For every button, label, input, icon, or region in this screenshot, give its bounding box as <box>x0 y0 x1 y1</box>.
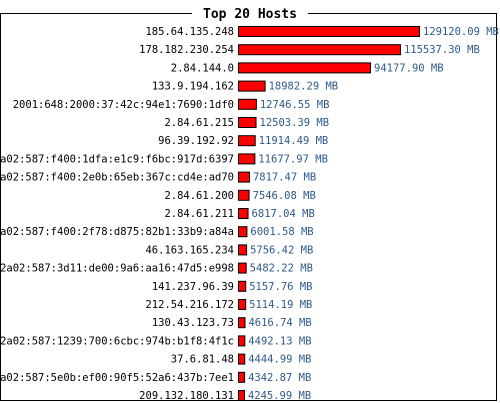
value-label: 4492.13 MB <box>248 335 311 347</box>
traffic-bar <box>238 135 256 147</box>
value-label: 94177.90 MB <box>374 62 444 74</box>
value-label: 12503.39 MB <box>260 117 330 129</box>
value-label: 7546.08 MB <box>253 190 316 202</box>
value-label: 115537.30 MB <box>404 44 480 56</box>
host-label: 2.84.144.0 <box>171 62 234 74</box>
host-label: 2.84.61.215 <box>164 117 234 129</box>
traffic-bar <box>238 390 245 401</box>
traffic-bar <box>238 371 246 383</box>
traffic-bar <box>238 26 420 37</box>
host-label: 2.84.61.200 <box>164 190 234 202</box>
host-label: 209.132.180.131 <box>139 390 234 402</box>
chart-title: Top 20 Hosts <box>203 7 297 22</box>
title-background <box>192 5 308 23</box>
host-label: 2a02:587:3d11:de00:9a6:aa16:47d5:e998 <box>0 263 234 275</box>
traffic-bar <box>238 353 246 365</box>
traffic-bar <box>238 189 250 201</box>
value-label: 11914.49 MB <box>259 135 329 147</box>
host-label: 133.9.194.162 <box>152 81 234 93</box>
value-label: 4444.99 MB <box>248 354 311 366</box>
value-label: 11677.97 MB <box>258 153 328 165</box>
host-label: 130.43.123.73 <box>152 317 234 329</box>
traffic-bar <box>238 98 257 110</box>
host-label: 178.182.230.254 <box>139 44 234 56</box>
value-label: 5114.19 MB <box>249 299 312 311</box>
host-label: 46.163.165.234 <box>145 244 234 256</box>
traffic-bar <box>238 317 246 329</box>
host-label: 212.54.216.172 <box>145 299 234 311</box>
value-label: 6001.58 MB <box>250 226 313 238</box>
traffic-bar <box>238 280 247 292</box>
host-label: 2.84.61.211 <box>164 208 234 220</box>
value-label: 4616.74 MB <box>248 317 311 329</box>
value-label: 6817.04 MB <box>252 208 315 220</box>
host-label: 96.39.192.92 <box>158 135 234 147</box>
traffic-bar <box>238 117 257 128</box>
value-label: 5482.22 MB <box>250 263 313 275</box>
traffic-bar <box>238 299 247 310</box>
traffic-bar <box>238 153 256 165</box>
value-label: 5756.42 MB <box>250 244 313 256</box>
traffic-bar <box>238 244 248 256</box>
traffic-bar <box>238 44 401 56</box>
host-label: 2a02:587:f400:2f78:d875:82b1:33b9:a84a <box>0 226 234 238</box>
host-label: 2a02:587:5e0b:ef00:90f5:52a6:437b:7ee1 <box>0 372 234 384</box>
traffic-bar <box>238 208 249 219</box>
value-label: 4245.99 MB <box>248 390 311 402</box>
traffic-bar <box>238 226 248 238</box>
value-label: 5157.76 MB <box>249 281 312 293</box>
traffic-bar <box>238 62 372 74</box>
traffic-bar <box>238 262 247 274</box>
value-label: 18982.29 MB <box>269 81 339 93</box>
traffic-bar <box>238 80 266 92</box>
traffic-bar <box>238 335 246 347</box>
host-label: 2a02:587:1239:700:6cbc:974b:b1f8:4f1c <box>0 335 234 347</box>
value-label: 4342.87 MB <box>248 372 311 384</box>
host-label: 2001:648:2000:37:42c:94e1:7690:1df0 <box>13 99 234 111</box>
value-label: 7817.47 MB <box>253 172 316 184</box>
traffic-bar <box>238 171 250 183</box>
value-label: 129120.09 MB <box>423 26 499 38</box>
host-label: 2a02:587:f400:2e0b:65eb:367c:cd4e:ad70 <box>0 172 234 184</box>
value-label: 12746.55 MB <box>260 99 330 111</box>
host-label: 37.6.81.48 <box>171 354 234 366</box>
host-label: 185.64.135.248 <box>145 26 234 38</box>
host-label: 141.237.96.39 <box>152 281 234 293</box>
host-label: 2a02:587:f400:1dfa:e1c9:f6bc:917d:6397 <box>0 153 234 165</box>
bar-rows: 185.64.135.248 129120.09 MB 178.182.230.25… <box>0 26 499 402</box>
